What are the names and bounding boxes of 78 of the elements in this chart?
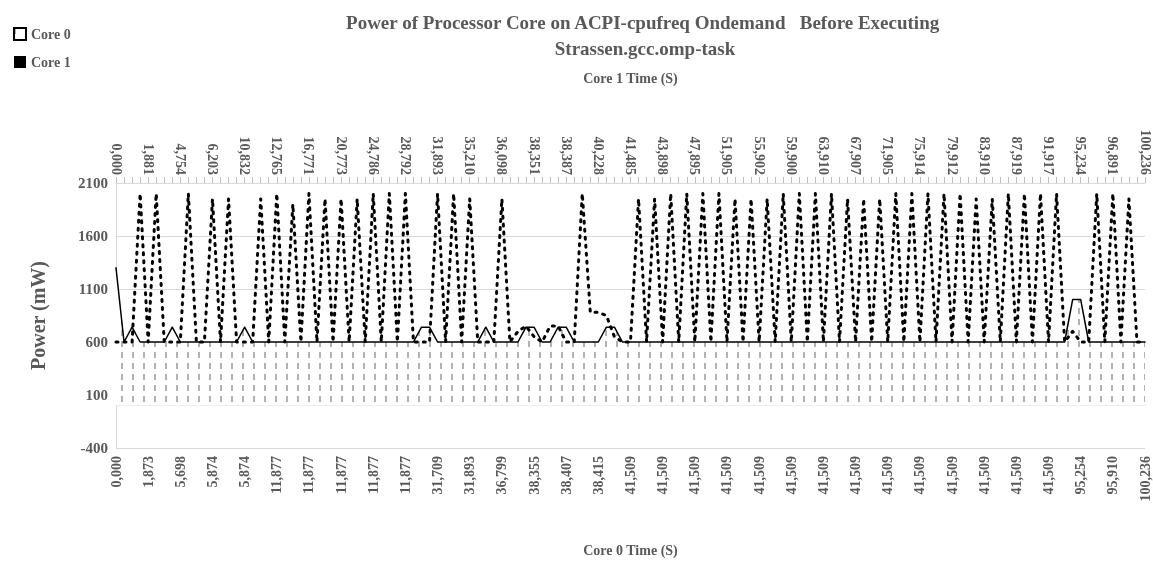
text: 79,912: [944, 136, 960, 175]
x-tick-label: 41,509: [944, 456, 960, 495]
text: 38,387: [558, 136, 574, 175]
x-tick-label: 38,415: [590, 456, 606, 495]
text: 40,228: [590, 136, 606, 175]
text: 36,098: [494, 136, 510, 175]
x-tick-label: 38,355: [526, 456, 542, 495]
text: 71,905: [880, 136, 896, 175]
x-tick-label: 41,509: [912, 456, 928, 495]
text: 100,236: [1137, 129, 1153, 175]
chart-title: Power of Processor Core on ACPI-cpufreq Ondemand Before Executing Strassen.gcc.omp-task: [346, 11, 944, 59]
text: 4,754: [172, 143, 188, 175]
text: 63,910: [815, 136, 831, 175]
text: 47,895: [687, 136, 703, 175]
text: 51,905: [719, 136, 735, 175]
y-tick-label: 2100: [78, 175, 108, 191]
x-tick-label: 11,877: [269, 456, 285, 494]
x-tick-label: 41,509: [623, 456, 638, 495]
x-tick-label: 41,509: [815, 456, 831, 495]
x-tick-label: 11,877: [301, 456, 317, 494]
text: 20,773: [333, 136, 349, 175]
text: 10,832: [237, 136, 253, 175]
x-tick-label: 41,509: [655, 456, 671, 495]
text: 0,000: [108, 143, 124, 175]
y-tick-label: 600: [85, 334, 108, 350]
x-tick-label: 41,509: [1008, 456, 1024, 495]
text: 28,792: [397, 136, 413, 175]
x-tick-label: 41,509: [719, 456, 735, 495]
x-tick-label: 41,509: [976, 456, 992, 495]
y-tick-label: 1100: [78, 281, 108, 297]
x-tick-label: 1,873: [140, 456, 156, 488]
x-tick-label: 41,509: [880, 456, 896, 495]
x-tick-label: 11,877: [333, 456, 349, 494]
text: 55,902: [751, 136, 767, 175]
x-tick-label: 95,910: [1105, 456, 1121, 495]
text: 1,881: [140, 143, 156, 175]
x-tick-label: 100,236: [1137, 456, 1153, 502]
y-tick-label: 100: [85, 387, 108, 403]
text: 12,765: [269, 136, 285, 175]
x-axis-title: Core 0 Time (S): [583, 542, 679, 559]
text: 24,786: [365, 136, 381, 175]
text: 75,914: [912, 136, 928, 175]
x-tick-label: 11,877: [365, 456, 381, 494]
text: 6,203: [204, 143, 220, 175]
x-tick-label: 31,893: [462, 456, 478, 495]
legend-label: Core 0: [31, 26, 71, 42]
x2-axis-title: Core 1 Time (S): [583, 70, 679, 87]
text: 87,919: [1008, 136, 1024, 175]
x-tick-label: 5,698: [172, 456, 188, 488]
text: 41,485: [623, 136, 638, 175]
x-tick-label: 36,799: [494, 456, 510, 495]
y-tick-label: -400: [80, 440, 108, 456]
text: 83,910: [976, 136, 992, 175]
x-tick-label: 5,874: [237, 456, 253, 488]
text: 95,234: [1073, 136, 1089, 175]
legend-label: Core 1: [31, 54, 71, 70]
y-tick-label: 1600: [78, 228, 108, 244]
text: 67,907: [848, 136, 864, 175]
text: 35,210: [462, 136, 478, 175]
y-axis-title: Power (mW): [27, 260, 50, 371]
text: 96,891: [1105, 136, 1121, 175]
text: 91,917: [1041, 136, 1057, 175]
x-tick-label: 41,509: [783, 456, 799, 495]
text: 38,351: [526, 136, 542, 175]
x-tick-label: 11,877: [397, 456, 413, 494]
x-tick-label: 0,000: [108, 456, 124, 488]
x-tick-label: 5,874: [204, 456, 220, 488]
x-tick-label: 41,509: [1041, 456, 1057, 495]
text: 59,900: [783, 136, 799, 175]
text: 16,771: [301, 136, 317, 175]
text: 31,893: [430, 136, 446, 175]
x-tick-label: 41,509: [751, 456, 767, 495]
text: 43,898: [655, 136, 671, 175]
x-tick-label: 38,407: [558, 456, 574, 495]
x-tick-label: 41,509: [848, 456, 864, 495]
x-tick-label: 95,254: [1073, 456, 1089, 495]
x-tick-label: 31,709: [430, 456, 446, 495]
x-tick-label: 41,509: [687, 456, 703, 495]
